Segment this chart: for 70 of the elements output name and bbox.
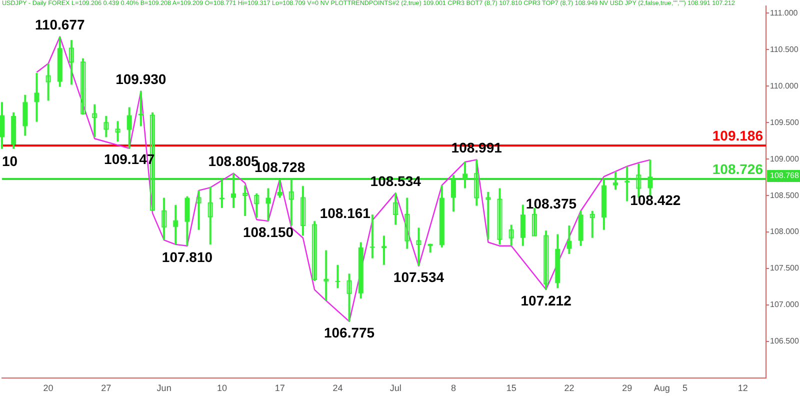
y-tick-label: 110.000 [770, 81, 799, 90]
candlestick [115, 121, 120, 142]
data-label: 108.161 [320, 205, 371, 222]
candlestick [474, 160, 480, 206]
y-tick-label: 108.000 [770, 227, 800, 236]
candlestick [92, 104, 98, 138]
candlestick [196, 190, 202, 230]
candlestick [254, 193, 260, 218]
candlestick [68, 40, 74, 85]
x-tick-label: 29 [622, 382, 632, 393]
data-label: 107.534 [393, 268, 444, 285]
text: 108.375 [526, 196, 577, 212]
x-tick-label: 17 [274, 382, 285, 393]
x-tick-label: 27 [101, 382, 112, 393]
x-tick-label: Jun [156, 382, 172, 393]
candlestick [104, 116, 109, 138]
candlestick [346, 274, 352, 322]
candlestick [497, 188, 502, 244]
candlestick [312, 221, 318, 281]
candlestick [393, 193, 398, 225]
candlestick [300, 186, 306, 236]
y-tick-label: 107.000 [770, 300, 800, 310]
candlestick [162, 198, 167, 240]
x-tick-label: 8 [450, 382, 456, 393]
candlestick [624, 166, 630, 202]
candlestick [404, 198, 410, 249]
candlestick [46, 63, 51, 101]
y-tick-label: 109.000 [770, 154, 800, 164]
y-tick-label: 107.500 [770, 264, 800, 273]
y-tick-label: 108.500 [770, 190, 800, 200]
data-label: 110.677 [34, 16, 86, 33]
x-tick-label: Jul [390, 382, 402, 393]
y-tick-label: 109.500 [770, 118, 800, 127]
x-tick-label: 22 [564, 382, 574, 393]
candlestick [508, 224, 514, 246]
candlestick [335, 264, 340, 288]
data-label: 107.810 [162, 248, 213, 265]
x-tick-label: 15 [506, 382, 516, 393]
data-label: 109.930 [116, 71, 166, 88]
data-label: 107.212 [520, 292, 572, 308]
ref-line-label: 108.726 [712, 160, 764, 177]
x-tick-label: 12 [738, 382, 748, 393]
y-tick-label: 110.500 [770, 44, 799, 54]
candlestick [138, 91, 144, 126]
data-label: 108.150 [242, 224, 294, 240]
candlestick [219, 178, 224, 208]
y-tick-label: 111.000 [770, 8, 798, 18]
candlestick [370, 214, 375, 258]
annotation: 108.768 [770, 171, 800, 180]
candlestick [208, 186, 213, 244]
data-label: 106.775 [324, 324, 375, 340]
candlestick [544, 230, 549, 290]
candlestick [242, 185, 248, 216]
candlestick [532, 208, 537, 236]
candlestick [288, 179, 294, 226]
x-tick-label: 20 [43, 382, 54, 393]
candlestick [382, 236, 386, 265]
x-tick-label: 5 [682, 382, 688, 393]
x-tick-label: 24 [332, 382, 343, 393]
ref-line-label: 109.186 [712, 127, 764, 144]
candlestick [486, 192, 491, 240]
candlestick [80, 58, 86, 115]
text: 108.422 [630, 192, 681, 208]
candlestick [416, 228, 422, 266]
x-tick-label: Aug [654, 382, 670, 393]
x-tick-label: 10 [216, 382, 227, 393]
candlestick [590, 210, 595, 238]
candlestick [324, 250, 329, 301]
y-tick-label: 106.500 [770, 336, 800, 346]
annotation: 10 [2, 152, 18, 169]
